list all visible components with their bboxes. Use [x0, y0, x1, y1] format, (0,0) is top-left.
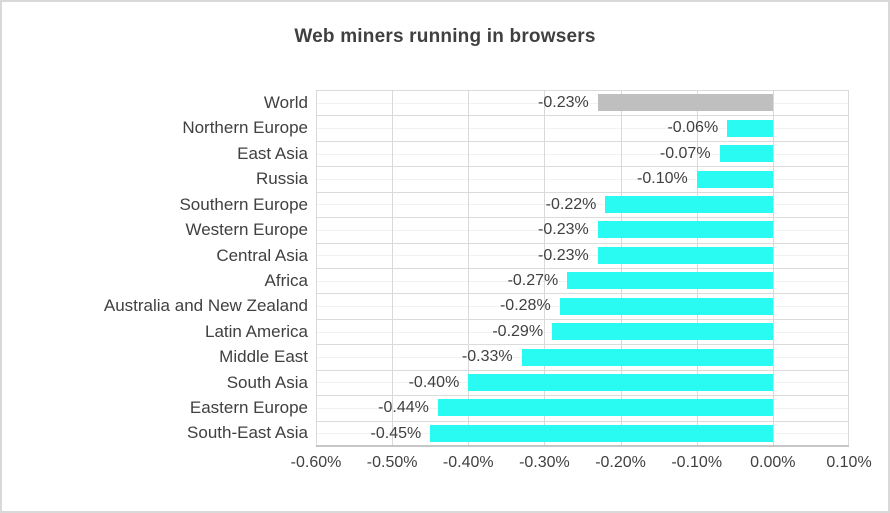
- gridline-horizontal-major: [316, 166, 849, 167]
- bar-northern-europe: [727, 119, 773, 137]
- category-label: Eastern Europe: [189, 398, 308, 418]
- category-label: Africa: [264, 270, 308, 290]
- bar-world: [597, 94, 773, 112]
- bar-western-europe: [597, 221, 773, 239]
- x-axis-line: [316, 445, 849, 447]
- bar-value-label: -0.23%: [538, 94, 589, 111]
- x-tick-label: -0.30%: [519, 454, 570, 471]
- gridline-horizontal-minor: [316, 102, 849, 104]
- gridline-horizontal-minor: [316, 255, 849, 257]
- bar-latin-america: [552, 323, 773, 341]
- bar-australia-and-new-zealand: [559, 297, 773, 315]
- gridline-vertical: [544, 90, 545, 446]
- bar-value-label: -0.44%: [378, 399, 429, 417]
- gridline-horizontal-major: [316, 115, 849, 116]
- bar-value-label: -0.45%: [370, 424, 422, 442]
- category-axis-labels: World Northern Europe East Asia Russia South…: [6, 90, 308, 446]
- chart-title: Web miners running in browsers: [294, 26, 596, 47]
- gridline-vertical: [848, 90, 849, 446]
- gridline-horizontal-major: [316, 192, 849, 193]
- category-label: Russia: [256, 169, 308, 189]
- bar-value-label: -0.22%: [545, 195, 597, 213]
- category-label: South-East Asia: [187, 423, 308, 443]
- category-label: Southern Europe: [179, 194, 308, 214]
- gridline-horizontal-major: [316, 268, 849, 269]
- category-label: World: [263, 93, 308, 112]
- category-label: Latin America: [205, 321, 308, 341]
- gridline-horizontal-major: [316, 319, 849, 320]
- bar-value-label: -0.23%: [538, 246, 589, 264]
- gridline-horizontal-major: [316, 141, 849, 142]
- gridline-horizontal-major: [316, 243, 849, 244]
- gridline-horizontal-minor: [316, 179, 849, 180]
- bar-east-asia: [719, 145, 773, 163]
- bar-value-label: -0.28%: [499, 297, 551, 315]
- gridline-horizontal-major: [316, 344, 849, 345]
- bar-south-east-asia: [430, 424, 773, 442]
- x-tick-label: -0.20%: [595, 454, 646, 471]
- bar-value-label: -0.10%: [637, 170, 688, 188]
- bar-middle-east: [521, 348, 773, 366]
- category-label: South Asia: [226, 372, 308, 392]
- gridline-horizontal-minor: [316, 204, 849, 206]
- gridline-vertical: [468, 90, 469, 446]
- gridline-horizontal-major: [316, 421, 849, 422]
- gridline-horizontal-minor: [316, 128, 849, 130]
- x-tick-label: -0.40%: [442, 454, 494, 471]
- gridline-horizontal-major: [316, 217, 849, 218]
- category-label: East Asia: [237, 143, 308, 163]
- x-tick-label: -0.10%: [671, 454, 723, 471]
- bar-eastern-europe: [437, 399, 773, 417]
- value-axis-labels: -0.60% -0.50% -0.40% -0.30% -0.20% -0.10% 0.00…: [2, 454, 888, 476]
- gridline-horizontal-major: [316, 395, 849, 396]
- category-label: Middle East: [219, 347, 308, 367]
- category-label: Central Asia: [216, 245, 308, 265]
- gridline-horizontal-minor: [316, 153, 849, 155]
- gridline-vertical: [697, 90, 698, 446]
- gridline-horizontal-major: [316, 90, 849, 91]
- plot-area: -0.23% -0.06% -0.07% -0.10% -0.22% -0.23% -0.2…: [316, 90, 849, 447]
- bar-value-label: -0.29%: [492, 322, 544, 340]
- bar-value-label: -0.27%: [507, 272, 559, 289]
- bar-south-asia: [468, 373, 773, 391]
- category-label: Australia and New Zealand: [103, 296, 308, 316]
- category-label: Northern Europe: [182, 118, 308, 138]
- bar-southern-europe: [605, 195, 773, 213]
- bar-value-label: -0.06%: [667, 119, 719, 137]
- x-tick-label: -0.50%: [366, 454, 418, 471]
- bar-africa: [567, 272, 773, 290]
- x-tick-label: 0.10%: [826, 454, 872, 471]
- gridline-vertical: [773, 90, 774, 446]
- x-tick-label: -0.60%: [290, 454, 342, 471]
- gridline-vertical: [621, 90, 622, 446]
- bar-value-label: -0.23%: [538, 221, 589, 239]
- bar-value-label: -0.07%: [659, 144, 711, 162]
- gridline-vertical: [392, 90, 393, 446]
- bar-central-asia: [597, 246, 773, 264]
- bar-value-label: -0.40%: [408, 373, 460, 391]
- category-label: Western Europe: [185, 220, 308, 240]
- x-tick-label: 0.00%: [750, 454, 796, 471]
- bar-russia: [696, 170, 773, 188]
- gridline-horizontal-major: [316, 370, 849, 371]
- gridline-horizontal-minor: [316, 229, 849, 231]
- gridline-horizontal-major: [316, 293, 849, 294]
- bar-value-label: -0.33%: [461, 348, 513, 366]
- gridline-vertical: [316, 90, 317, 446]
